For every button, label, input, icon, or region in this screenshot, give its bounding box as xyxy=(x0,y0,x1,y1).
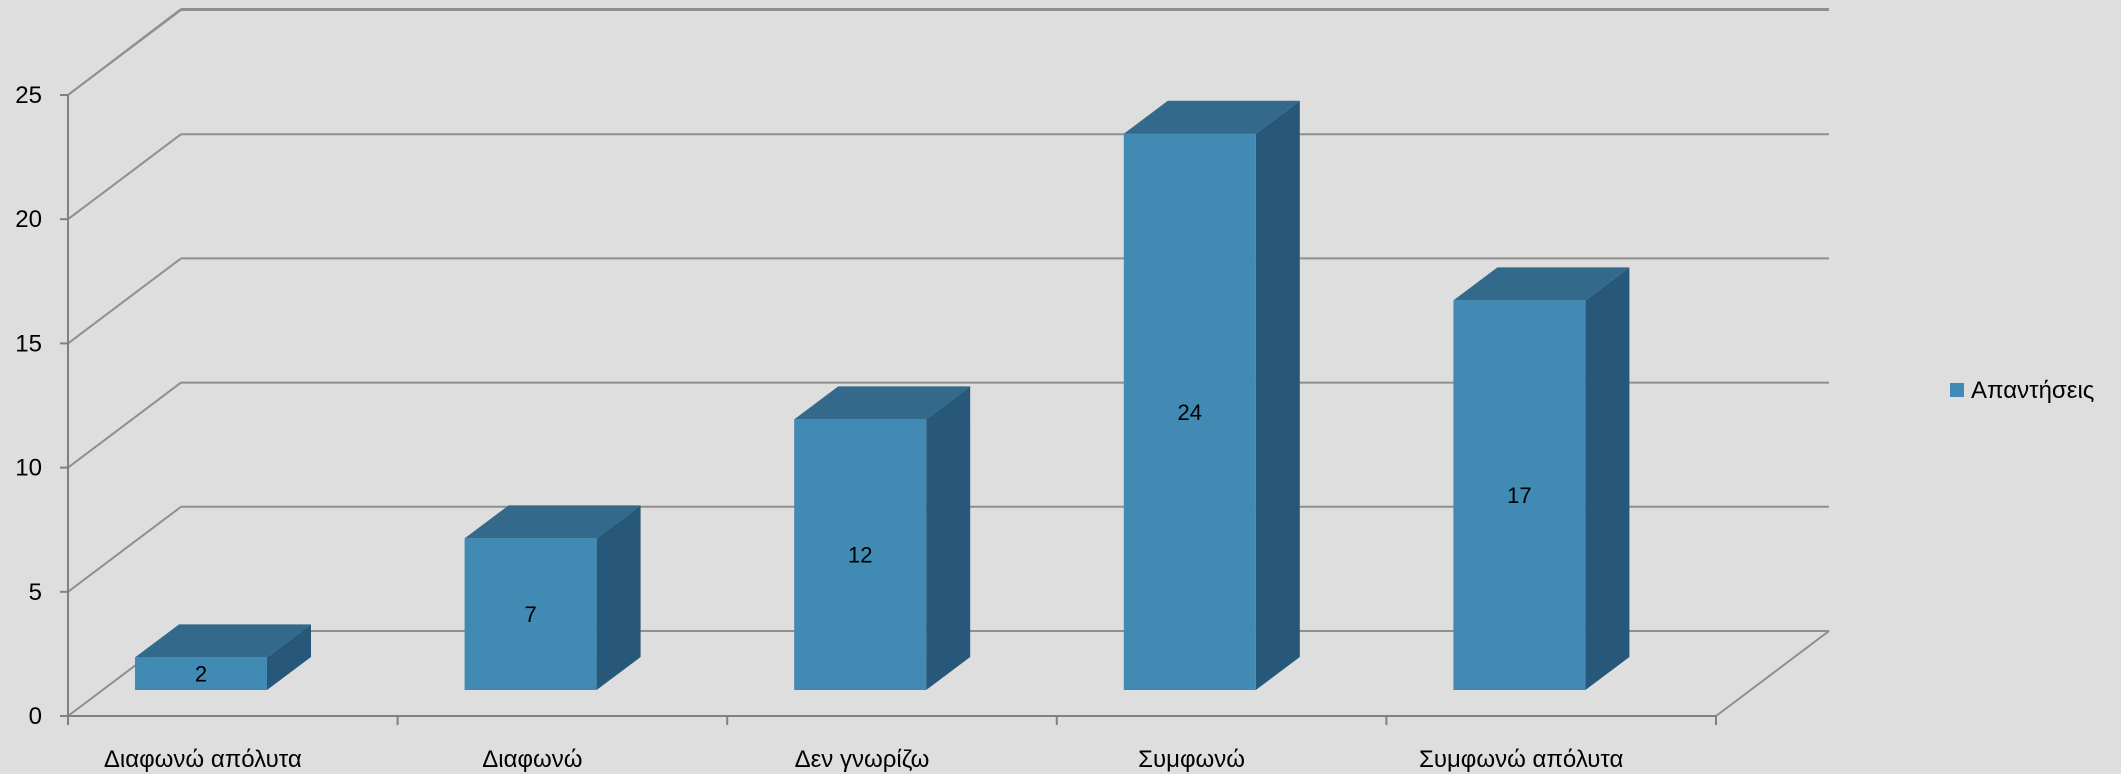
legend-label-series: Απαντήσεις xyxy=(1971,377,2094,404)
bar: 17 xyxy=(1453,267,1630,690)
legend-swatch xyxy=(1950,383,1964,397)
x-category-label: Συμφωνώ xyxy=(1138,746,1245,773)
x-category-label: Συμφωνώ απόλυτα xyxy=(1419,746,1624,773)
bar: 24 xyxy=(1123,100,1300,691)
x-category-label: Δεν γνωρίζω xyxy=(795,746,930,773)
bar-front-face xyxy=(794,419,927,690)
bar-side-face xyxy=(1255,100,1300,691)
data-label: 17 xyxy=(1507,483,1531,508)
y-tick-label: 15 xyxy=(15,330,42,357)
gridline-diagonal xyxy=(67,133,182,220)
data-label: 12 xyxy=(848,543,872,568)
bar: 2 xyxy=(135,624,311,690)
x-axis-category-labels: Διαφωνώ απόλυτα Διαφωνώ Δεν γνωρίζω Συμφωνώ… xyxy=(104,746,1624,773)
bar-top-face xyxy=(794,386,971,420)
bar-top-face xyxy=(135,624,311,658)
data-label: 24 xyxy=(1178,400,1202,425)
y-tick-label: 5 xyxy=(29,579,42,606)
gridline-diagonal xyxy=(67,8,182,96)
data-label: 7 xyxy=(524,602,536,627)
x-category-label: Διαφωνώ xyxy=(482,746,582,773)
y-tick-label: 10 xyxy=(15,455,42,482)
bar-side-face xyxy=(926,386,971,690)
bar-front-face xyxy=(135,657,267,690)
bars: 2 7 12 24 17 xyxy=(135,100,1630,691)
floor-right-edge xyxy=(1715,630,1830,717)
bar-side-face xyxy=(596,505,641,690)
legend: Απαντήσεις xyxy=(1950,377,2094,404)
data-label: 2 xyxy=(195,662,207,687)
bar: 12 xyxy=(794,386,971,690)
gridline-diagonal xyxy=(67,381,182,469)
y-tick-label: 20 xyxy=(15,206,42,233)
bar-top-face xyxy=(464,505,641,539)
bar-front-face xyxy=(1123,133,1256,691)
bar-top-face xyxy=(1123,100,1300,134)
bar-top-face xyxy=(1453,267,1630,301)
gridline-diagonal xyxy=(67,257,182,345)
y-tick-label: 0 xyxy=(29,703,42,730)
y-axis-tick-labels: 0 5 10 15 20 25 xyxy=(15,82,42,730)
bar: 7 xyxy=(464,505,641,690)
bar-front-face xyxy=(464,538,597,690)
bar-side-face xyxy=(267,624,311,690)
gridline-diagonal xyxy=(67,506,182,593)
bar-side-face xyxy=(1585,267,1630,690)
x-category-label: Διαφωνώ απόλυτα xyxy=(104,746,302,773)
bar-front-face xyxy=(1453,300,1586,690)
y-tick-label: 25 xyxy=(15,82,42,109)
